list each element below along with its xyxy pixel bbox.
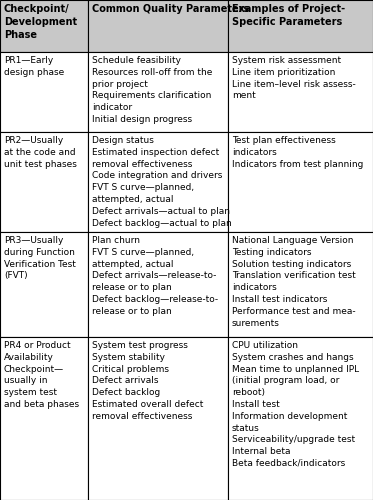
Bar (88, 232, 228, 337)
Text: PR3—Usually
during Function
Verification Test
(FVT): PR3—Usually during Function Verification… (4, 236, 76, 281)
Text: PR1—Early
design phase: PR1—Early design phase (4, 56, 64, 77)
Bar (0, 0, 88, 52)
Bar (88, 52, 228, 132)
Bar (0, 337, 88, 500)
Bar (228, 232, 373, 337)
Bar (228, 132, 373, 232)
Bar (0, 232, 88, 337)
Text: Design status
Estimated inspection defect
removal effectiveness
Code integration: Design status Estimated inspection defec… (92, 136, 232, 228)
Bar (228, 52, 373, 132)
Bar (88, 337, 228, 500)
Bar (0, 132, 88, 232)
Text: PR4 or Product
Availability
Checkpoint—
usually in
system test
and beta phases: PR4 or Product Availability Checkpoint— … (4, 341, 79, 409)
Bar (88, 0, 228, 52)
Text: Plan churn
FVT S curve—planned,
attempted, actual
Defect arrivals—release-to-
re: Plan churn FVT S curve—planned, attempte… (92, 236, 218, 316)
Text: Common Quality Parameters: Common Quality Parameters (92, 4, 249, 14)
Bar (228, 0, 373, 52)
Text: CPU utilization
System crashes and hangs
Mean time to unplanned IPL
(initial pro: CPU utilization System crashes and hangs… (232, 341, 359, 468)
Text: National Language Version
Testing indicators
Solution testing indicators
Transla: National Language Version Testing indica… (232, 236, 356, 328)
Text: Checkpoint/
Development
Phase: Checkpoint/ Development Phase (4, 4, 77, 41)
Text: PR2—Usually
at the code and
unit test phases: PR2—Usually at the code and unit test ph… (4, 136, 77, 168)
Text: Schedule feasibility
Resources roll-off from the
prior project
Requirements clar: Schedule feasibility Resources roll-off … (92, 56, 212, 124)
Text: System test progress
System stability
Critical problems
Defect arrivals
Defect b: System test progress System stability Cr… (92, 341, 203, 421)
Text: Examples of Project-
Specific Parameters: Examples of Project- Specific Parameters (232, 4, 345, 27)
Text: Test plan effectiveness
indicators
Indicators from test planning: Test plan effectiveness indicators Indic… (232, 136, 363, 168)
Bar (0, 52, 88, 132)
Text: System risk assessment
Line item prioritization
Line item–level risk assess-
men: System risk assessment Line item priorit… (232, 56, 356, 100)
Bar (228, 337, 373, 500)
Bar (88, 132, 228, 232)
